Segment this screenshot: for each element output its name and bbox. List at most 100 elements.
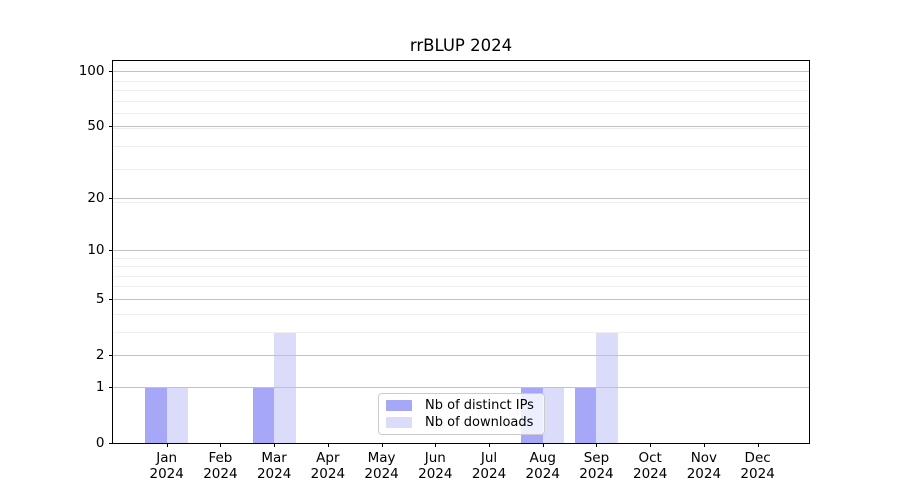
minor-gridline xyxy=(112,90,810,92)
x-tick-year: 2024 xyxy=(310,466,346,483)
x-tick-month: May xyxy=(367,450,396,467)
x-tick-label: Jan 2024 xyxy=(136,450,198,482)
minor-gridline xyxy=(112,331,810,333)
y-tick-mark xyxy=(108,354,113,356)
x-tick-label: Jun 2024 xyxy=(404,450,466,482)
x-tick-label: Oct 2024 xyxy=(619,450,681,482)
y-tick-label: 1 xyxy=(95,379,105,396)
y-tick-label: 10 xyxy=(87,242,105,259)
legend-label: Nb of distinct IPs xyxy=(425,398,534,413)
x-tick-year: 2024 xyxy=(364,466,399,483)
x-tick-year: 2024 xyxy=(471,466,507,483)
y-tick-mark xyxy=(108,387,113,389)
x-tick-year: 2024 xyxy=(418,466,453,483)
bar-nb-of-distinct-ips-jan xyxy=(145,387,167,444)
x-tick-month: Sep xyxy=(583,450,610,467)
x-tick-label: Feb 2024 xyxy=(189,450,251,482)
y-tick-label: 100 xyxy=(78,63,105,80)
y-tick-mark xyxy=(108,71,113,73)
y-tick-mark xyxy=(108,197,113,199)
minor-gridline xyxy=(112,201,810,203)
y-tick-label: 0 xyxy=(95,435,105,452)
y-tick-mark xyxy=(108,298,113,300)
bar-nb-of-downloads-jan xyxy=(166,387,189,444)
x-tick-month: Nov xyxy=(690,450,718,467)
major-gridline xyxy=(112,354,810,356)
x-tick-mark xyxy=(542,443,544,448)
major-gridline xyxy=(112,298,810,300)
legend-swatch-distinct-ips xyxy=(386,400,412,411)
y-tick-mark xyxy=(108,250,113,252)
x-tick-month: Apr xyxy=(316,450,340,467)
x-tick-label: Nov 2024 xyxy=(673,450,735,482)
major-gridline xyxy=(112,71,810,73)
legend-item: Nb of distinct IPs xyxy=(379,398,544,413)
bar-nb-of-distinct-ips-sep xyxy=(574,387,597,444)
x-tick-label: Jul 2024 xyxy=(458,450,520,482)
minor-gridline xyxy=(112,169,810,171)
x-tick-month: Jun xyxy=(424,450,446,467)
x-tick-label: Dec 2024 xyxy=(727,450,789,482)
plot-border xyxy=(112,60,810,444)
minor-gridline xyxy=(112,100,810,102)
legend-item: Nb of downloads xyxy=(379,415,544,430)
legend-label: Nb of downloads xyxy=(425,415,534,430)
y-tick-mark xyxy=(108,126,113,128)
x-tick-mark xyxy=(327,443,329,448)
x-tick-mark xyxy=(166,443,168,448)
x-tick-mark xyxy=(757,443,759,448)
x-tick-year: 2024 xyxy=(149,466,184,483)
y-tick-label: 5 xyxy=(95,290,105,307)
x-tick-label: Sep 2024 xyxy=(565,450,627,482)
x-tick-label: Apr 2024 xyxy=(297,450,359,482)
minor-gridline xyxy=(112,127,810,129)
x-tick-mark xyxy=(596,443,598,448)
x-tick-label: May 2024 xyxy=(351,450,413,482)
x-tick-month: Dec xyxy=(744,450,771,467)
x-tick-month: Feb xyxy=(208,450,233,467)
x-tick-year: 2024 xyxy=(740,466,775,483)
y-tick-mark xyxy=(108,443,113,445)
minor-gridline xyxy=(112,80,810,82)
x-tick-year: 2024 xyxy=(579,466,614,483)
x-tick-month: Aug xyxy=(529,450,556,467)
x-tick-year: 2024 xyxy=(632,466,668,483)
major-gridline xyxy=(112,197,810,199)
x-tick-month: Oct xyxy=(638,450,662,467)
minor-gridline xyxy=(112,275,810,277)
bar-nb-of-downloads-sep xyxy=(596,331,618,444)
x-tick-mark xyxy=(703,443,705,448)
chart-title: rrBLUP 2024 xyxy=(409,36,513,55)
x-tick-mark xyxy=(489,443,491,448)
major-gridline xyxy=(112,126,810,128)
minor-gridline xyxy=(112,313,810,315)
y-tick-label: 2 xyxy=(95,346,105,363)
minor-gridline xyxy=(112,145,810,147)
x-tick-mark xyxy=(381,443,383,448)
legend-swatch-downloads xyxy=(386,417,412,428)
x-tick-month: Jan xyxy=(156,450,178,467)
x-tick-label: Aug 2024 xyxy=(512,450,574,482)
major-gridline xyxy=(112,250,810,252)
x-tick-mark xyxy=(650,443,652,448)
y-tick-label: 20 xyxy=(87,189,105,206)
minor-gridline xyxy=(112,113,810,115)
x-tick-year: 2024 xyxy=(203,466,238,483)
bar-nb-of-downloads-aug xyxy=(542,387,565,444)
legend: Nb of distinct IPs Nb of downloads xyxy=(378,393,545,435)
x-tick-month: Mar xyxy=(261,450,287,467)
y-tick-label: 50 xyxy=(87,118,105,135)
x-tick-month: Jul xyxy=(480,450,498,467)
major-gridline xyxy=(112,387,810,389)
x-tick-year: 2024 xyxy=(256,466,292,483)
minor-gridline xyxy=(112,286,810,288)
x-tick-year: 2024 xyxy=(525,466,560,483)
minor-gridline xyxy=(112,266,810,268)
x-tick-mark xyxy=(220,443,222,448)
bar-nb-of-downloads-mar xyxy=(274,331,296,444)
x-tick-year: 2024 xyxy=(686,466,722,483)
minor-gridline xyxy=(112,257,810,259)
bar-nb-of-distinct-ips-mar xyxy=(252,387,275,444)
x-tick-label: Mar 2024 xyxy=(243,450,305,482)
